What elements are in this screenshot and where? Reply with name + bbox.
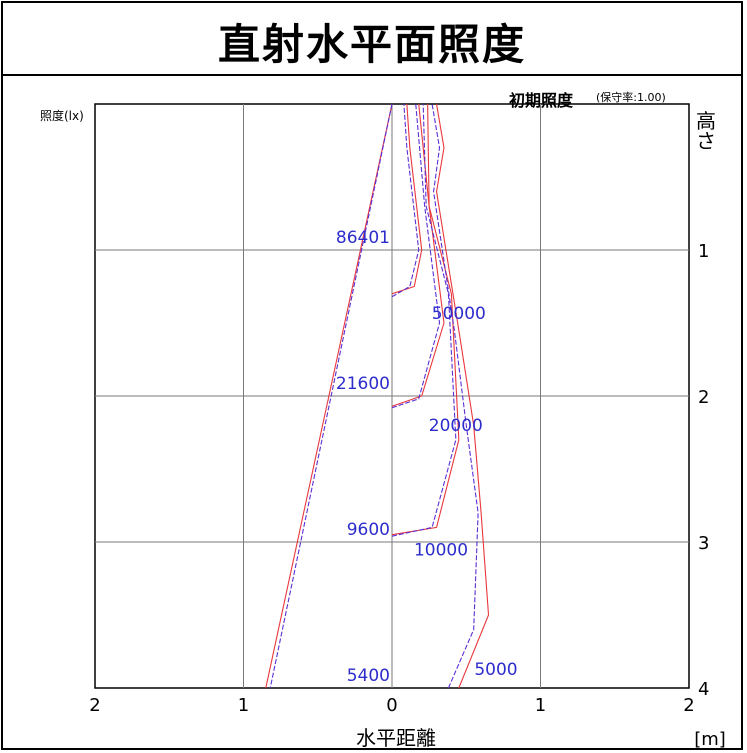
y-tick-label: 1 [698,241,709,262]
contour-label: 50000 [432,304,486,324]
contour-label: 5000 [474,660,517,680]
title-row: 直射水平面照度 [3,3,741,76]
series-line [391,103,441,409]
illuminance-label: 21600 [336,374,390,394]
series-line [391,103,460,536]
y-tick-label: 2 [698,387,709,408]
x-tick-label: 0 [386,695,397,716]
illuminance-label: 5400 [347,666,390,686]
series-line [431,103,479,689]
chart-title: 直射水平面照度 [217,20,526,69]
y-tick-label: 4 [698,679,709,700]
series-line [265,103,393,689]
series-line [391,103,457,537]
contour-label: 10000 [414,540,468,560]
y-tick-label: 3 [698,533,709,554]
subtitle-note: (保守率:1.00) [596,90,666,104]
series-line [391,103,423,295]
plot-area: 2 1 0 1 2 1 2 3 4 86401 21600 9600 5400 50000 20000 100… [89,103,709,716]
right-axis-label-char: さ [696,129,716,153]
x-tick-label: 1 [238,695,249,716]
subtitle-main: 初期照度 [509,91,574,110]
x-axis-label: 水平距離 [356,726,436,750]
series-line [435,103,490,689]
right-axis-label-char: 高 [696,109,716,133]
contour-label: 20000 [429,416,483,436]
x-tick-label: 1 [535,695,546,716]
x-tick-label: 2 [89,695,100,716]
illuminance-label: 86401 [336,228,390,248]
series-line [269,103,393,689]
y-axis-label: 照度(lx) [40,108,84,123]
x-tick-label: 2 [683,695,694,716]
series-line [391,103,420,298]
x-axis-unit: [m] [694,729,726,750]
right-axis-label: 高さ [696,109,716,153]
illuminance-label: 9600 [347,520,390,540]
